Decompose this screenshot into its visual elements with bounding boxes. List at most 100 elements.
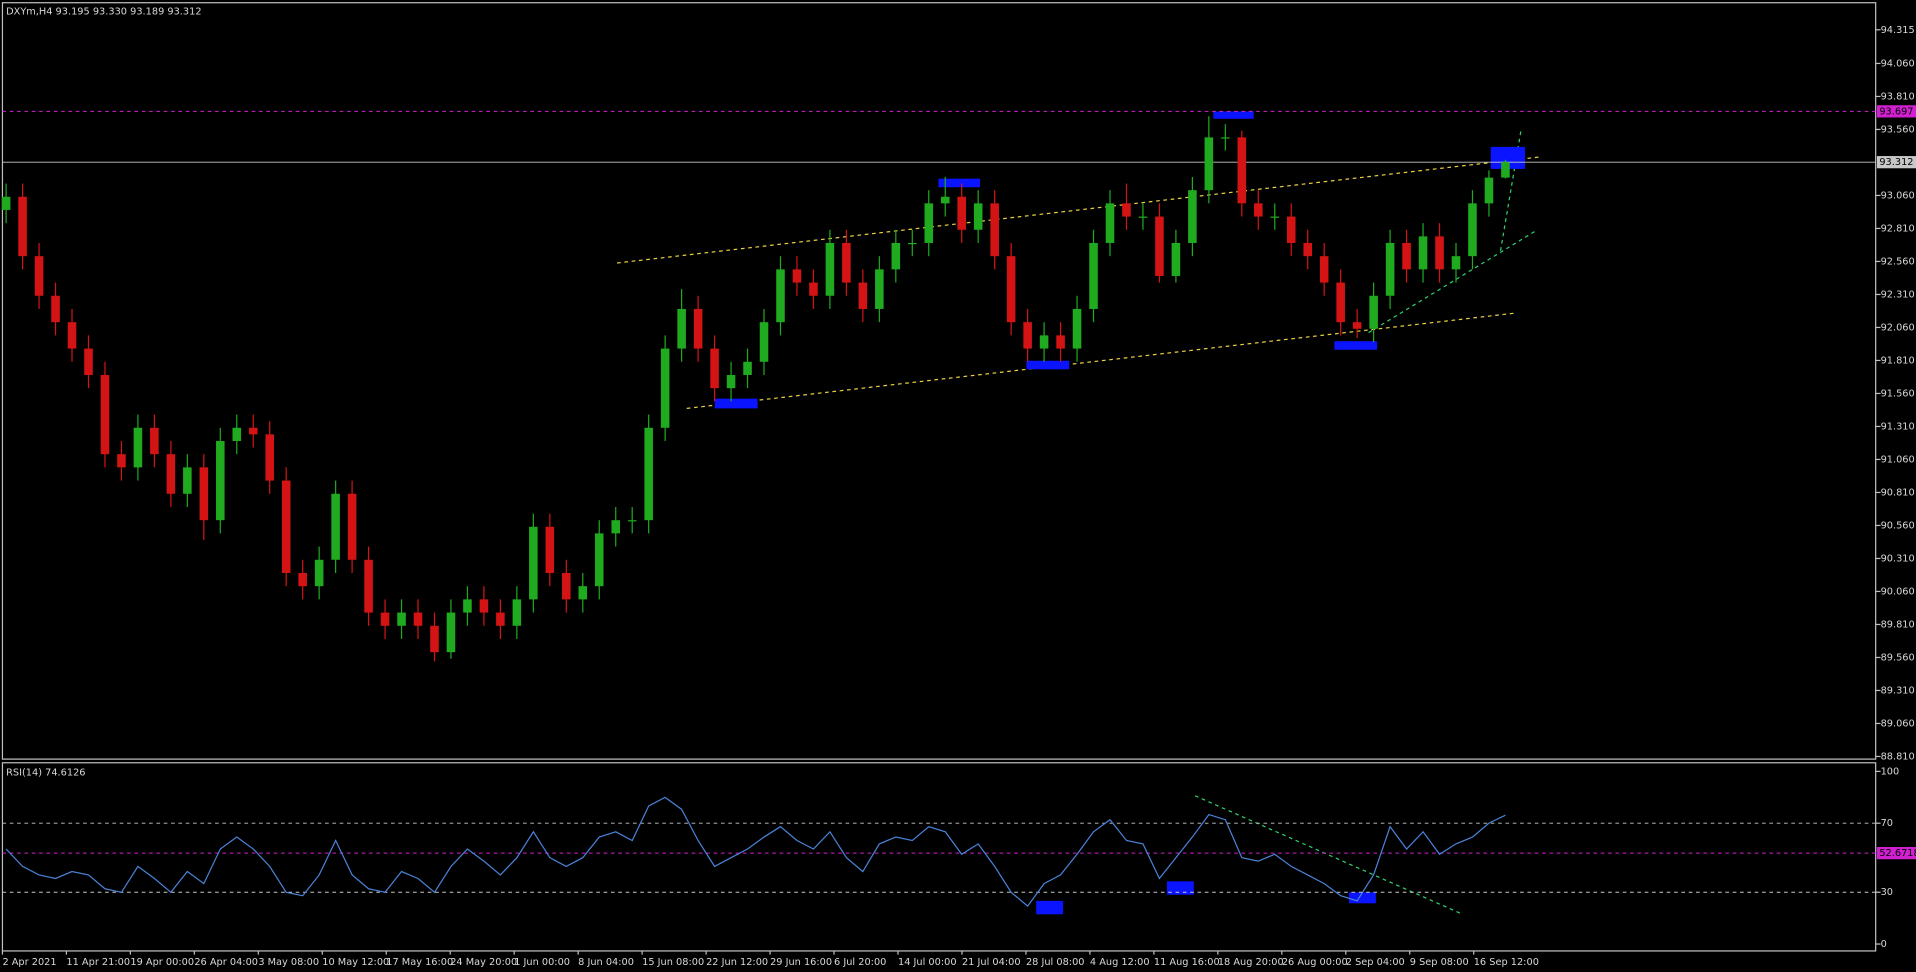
y-tick-label: 88.810	[1881, 751, 1915, 762]
highlight	[1036, 900, 1064, 915]
candle-body	[1418, 236, 1428, 270]
x-tick-label: 16 Sep 12:00	[1474, 957, 1539, 968]
y-tick-label: 90.060	[1881, 586, 1915, 597]
candle-body	[1155, 216, 1164, 276]
y-tick-label: 100	[1881, 766, 1900, 777]
candle-body	[677, 308, 686, 349]
candle-body	[908, 242, 917, 245]
level-label-box	[1876, 156, 1916, 169]
highlight	[1213, 111, 1254, 119]
y-tick-label: 92.810	[1881, 223, 1915, 234]
candle-body	[1171, 242, 1181, 276]
highlight	[714, 398, 758, 409]
y-tick-label: 93.060	[1881, 190, 1915, 201]
candle-body	[776, 269, 785, 323]
candle-body	[644, 427, 653, 521]
candle-body	[1023, 322, 1032, 349]
x-tick-label: 14 Jul 00:00	[898, 957, 957, 968]
candle-body	[248, 427, 258, 435]
chart-title: DXYm,H4 93.195 93.330 93.189 93.312	[6, 6, 201, 17]
level-label: 93.312	[1879, 157, 1913, 168]
drawn-objects	[2, 110, 1876, 915]
rsi-pane	[1, 762, 1877, 952]
y-tick-label: 91.810	[1881, 355, 1915, 366]
x-tick-label: 18 Aug 20:00	[1218, 957, 1284, 968]
y-tick-label: 93.810	[1881, 91, 1915, 102]
highlight	[1349, 892, 1376, 904]
candle-body	[1039, 335, 1049, 349]
candle-body	[1319, 256, 1329, 283]
candle-body	[1204, 137, 1214, 191]
candle-body	[67, 322, 77, 349]
candle-body	[496, 612, 505, 626]
y-tick-label: 90.810	[1881, 487, 1915, 498]
y-tick-label: 89.310	[1881, 685, 1915, 696]
candle-body	[1369, 295, 1378, 329]
candle-body	[825, 242, 835, 296]
x-tick-label: 26 Aug 00:00	[1282, 957, 1348, 968]
candle-body	[594, 533, 604, 587]
x-tick-label: 29 Jun 16:00	[770, 957, 832, 968]
y-tick-label: 89.560	[1881, 652, 1915, 663]
candle-body	[1270, 216, 1280, 218]
candle-body	[1336, 282, 1345, 323]
level-label: 52.6718	[1879, 848, 1916, 859]
candle-body	[199, 467, 209, 521]
candle-body	[1072, 308, 1082, 349]
candle-body	[380, 612, 390, 626]
candle-body	[726, 374, 736, 389]
candle-body	[1122, 203, 1131, 217]
x-tick-label: 15 Jun 08:00	[642, 957, 704, 968]
x-tick-label: 1 Jun 00:00	[514, 957, 570, 968]
y-tick-label: 0	[1881, 939, 1887, 950]
candle-body	[1402, 242, 1411, 270]
highlight	[1334, 341, 1378, 350]
x-tick-label: 17 May 16:00	[386, 957, 453, 968]
candle-body	[84, 348, 93, 375]
candle-body	[430, 625, 439, 653]
candle-body	[693, 308, 703, 349]
rsi-line	[5, 796, 1506, 907]
y-tick-label: 92.560	[1881, 256, 1915, 267]
candle-body	[1385, 242, 1395, 296]
rsi-trend-line	[1194, 795, 1463, 915]
y-tick-label: 91.310	[1881, 421, 1915, 432]
candle-body	[1056, 335, 1065, 349]
candle-body	[660, 348, 670, 428]
rsi-title: RSI(14) 74.6126	[6, 768, 85, 779]
candle-body	[858, 282, 868, 309]
candle-body	[166, 454, 176, 494]
candle-body	[627, 520, 637, 522]
x-tick-label: 24 May 20:00	[450, 957, 517, 968]
candle-body	[759, 322, 769, 362]
candle-body	[512, 599, 522, 626]
candle-body	[1286, 216, 1296, 243]
x-tick-label: 28 Jul 08:00	[1026, 957, 1085, 968]
candle-body	[875, 269, 884, 309]
candle-body	[529, 526, 538, 600]
y-tick-label: 89.060	[1881, 718, 1915, 729]
y-tick-label: 90.560	[1881, 520, 1915, 531]
candle-body	[18, 196, 27, 257]
highlight	[1166, 881, 1194, 895]
candle-body	[463, 599, 472, 613]
candle-body	[265, 434, 275, 481]
candle-body	[1484, 177, 1494, 204]
candle-body	[51, 295, 60, 323]
x-tick-label: 2 Sep 04:00	[1346, 957, 1405, 968]
x-tick-label: 11 Apr 21:00	[66, 957, 130, 968]
candle-body	[1237, 137, 1247, 204]
x-tick-label: 3 May 08:00	[258, 957, 319, 968]
x-tick-label: 26 Apr 04:00	[194, 957, 258, 968]
y-tick-label: 92.060	[1881, 322, 1915, 333]
candle-body	[216, 440, 225, 521]
candle-body	[743, 361, 752, 375]
y-tick-label: 94.060	[1881, 58, 1915, 69]
price-pane	[1, 2, 1877, 760]
channel-line	[617, 156, 1543, 264]
x-tick-label: 8 Jun 04:00	[578, 957, 634, 968]
y-tick-label: 30	[1881, 887, 1893, 898]
candle-body	[990, 203, 999, 257]
candle-body	[1451, 256, 1461, 270]
